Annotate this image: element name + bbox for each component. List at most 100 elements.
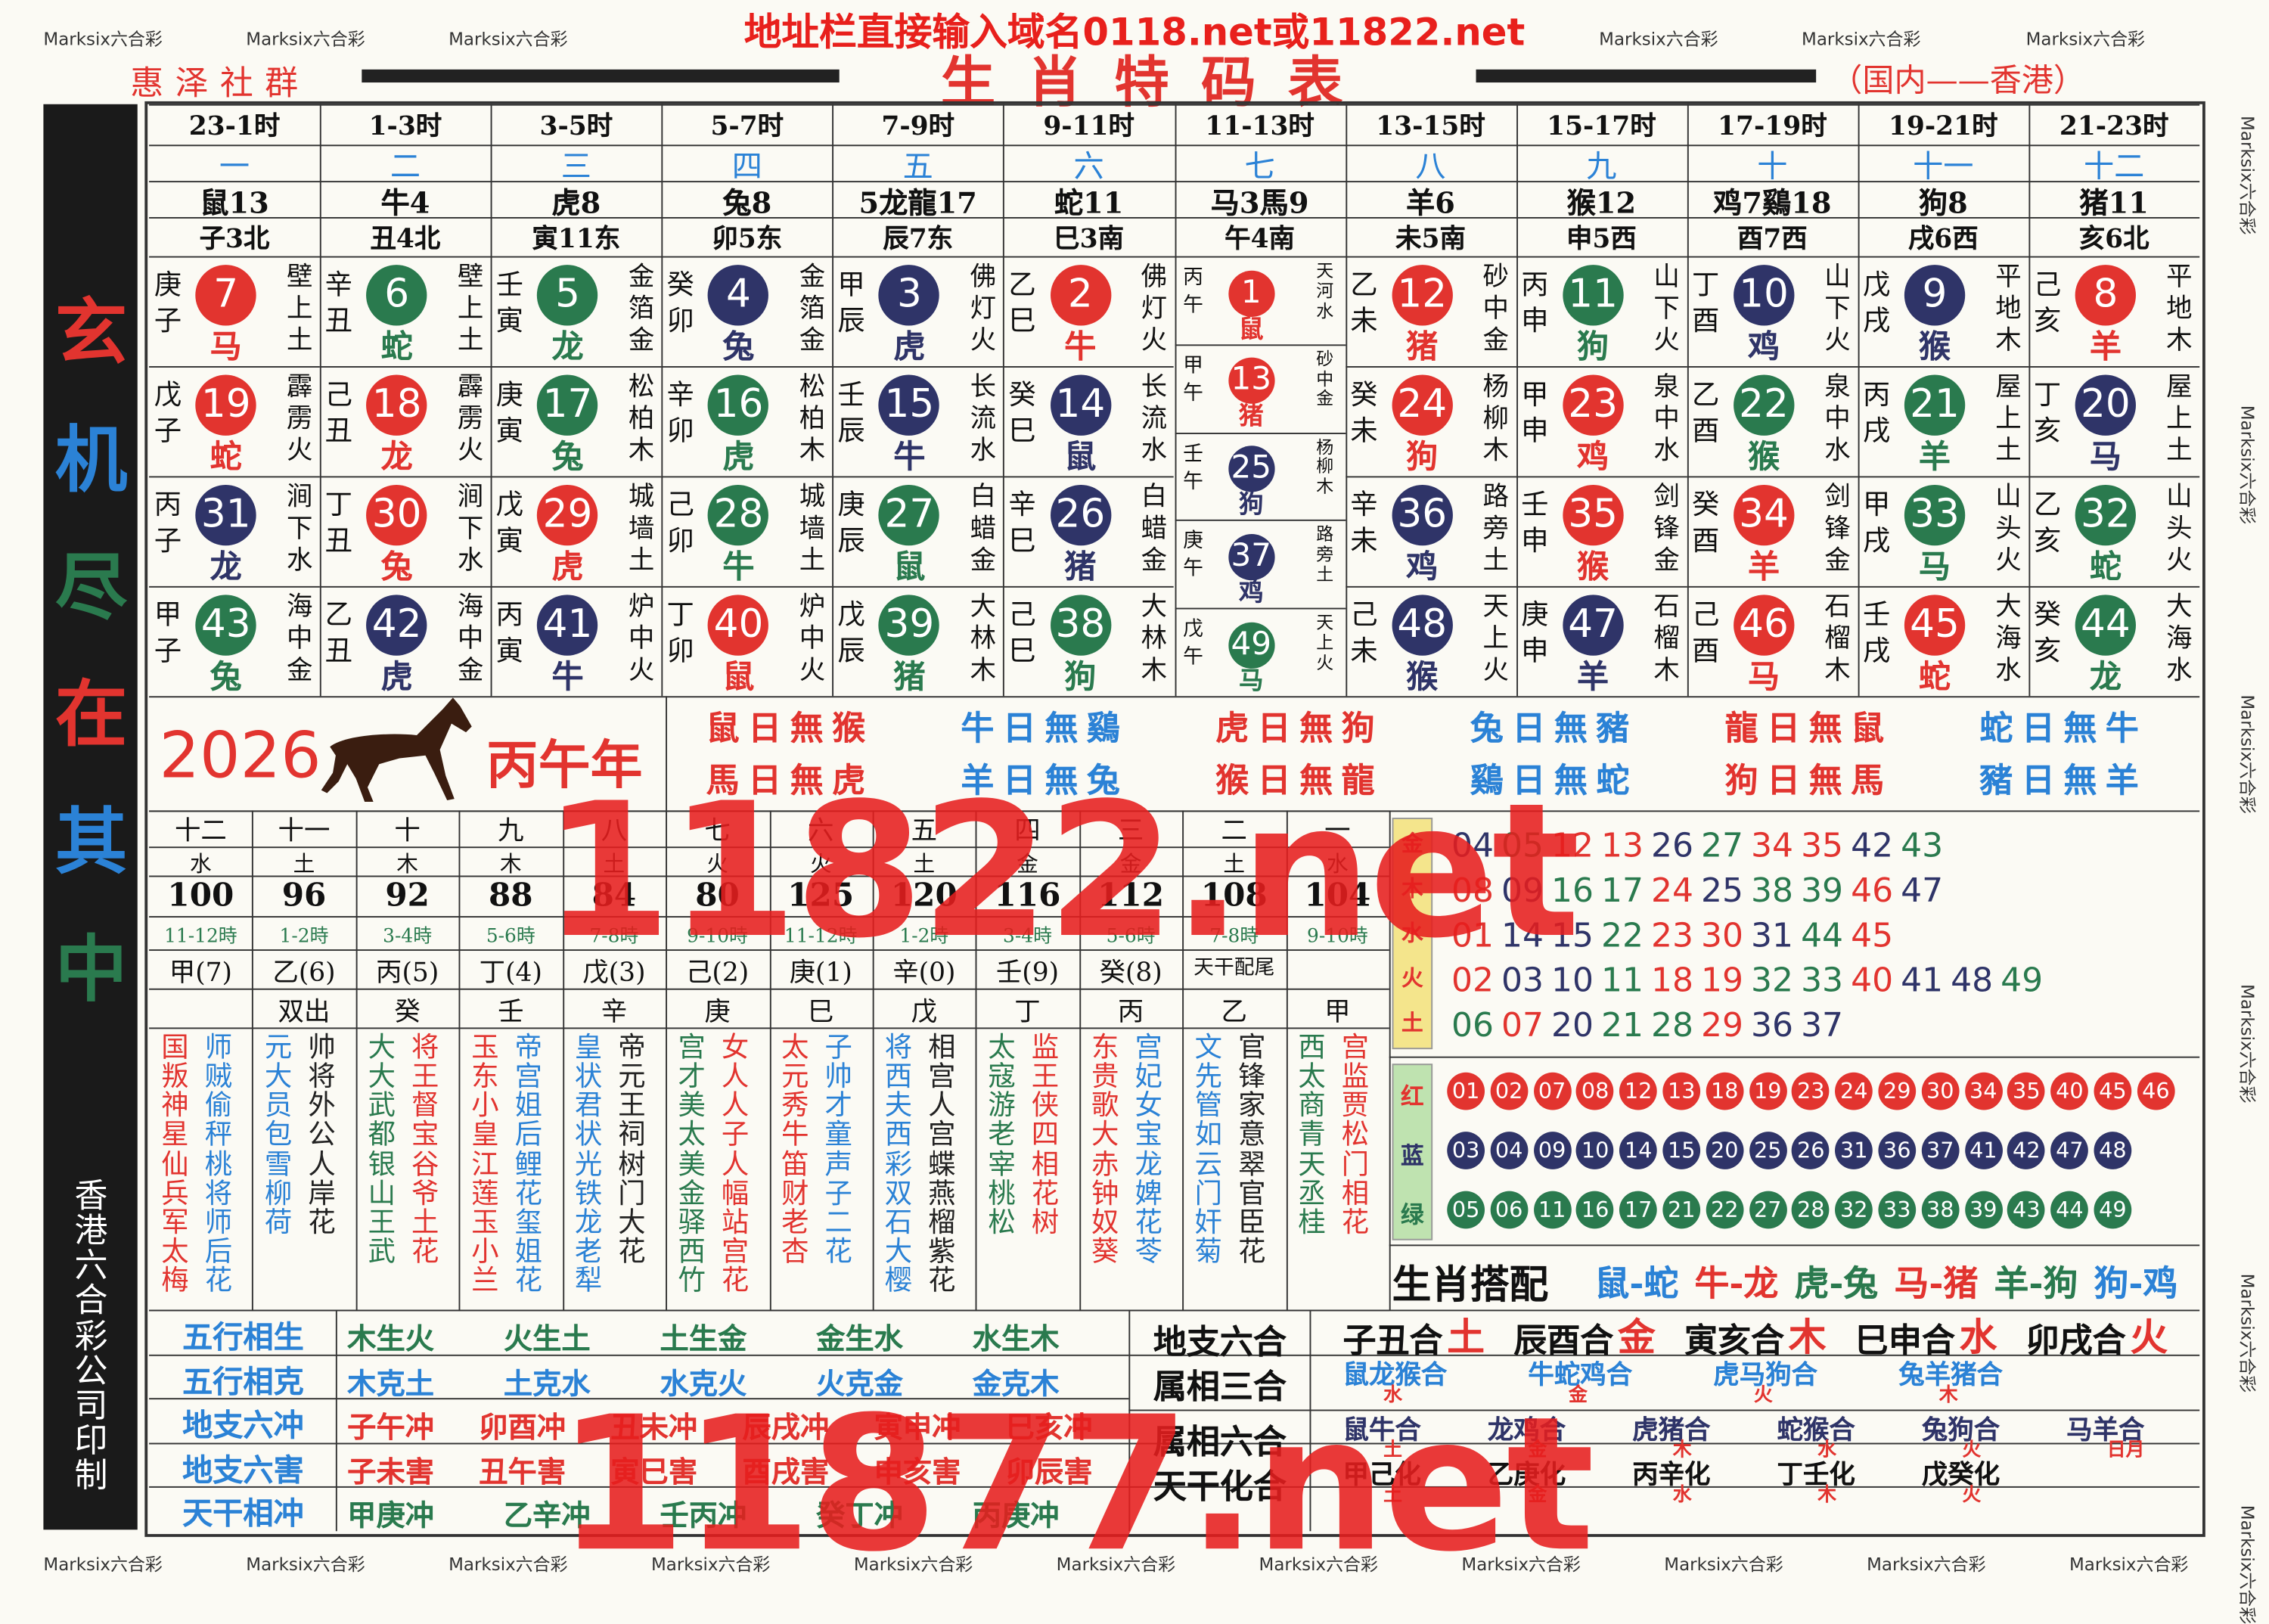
avoid: 龍日無鼠 [1724, 709, 1893, 749]
tail-pair: 戊 [911, 997, 938, 1028]
bar [362, 69, 840, 83]
element-number: 32 [1751, 962, 1794, 1001]
animal: 猪 [1064, 548, 1097, 587]
rule [2028, 104, 2031, 697]
branch-number: 六 [807, 816, 834, 847]
number-ball: 11 [1562, 265, 1624, 327]
rule [319, 366, 491, 368]
nayin: 大林木 [970, 592, 997, 686]
avoid: 羊日無兔 [961, 761, 1129, 801]
relation-element: 水 [1383, 1384, 1402, 1406]
wave-ball: 26 [1792, 1132, 1830, 1169]
ganzhi: 己巳 [1008, 598, 1036, 668]
number-ball: 19 [195, 375, 256, 436]
wave-ball: 09 [1533, 1132, 1572, 1169]
wave-ball: 10 [1576, 1132, 1615, 1169]
nayin: 路旁土 [1316, 524, 1334, 585]
number-ball: 20 [2075, 375, 2137, 436]
branch: 亥6北 [2078, 224, 2149, 255]
ganzhi: 庚辰 [837, 488, 865, 558]
relation-element: 水 [1817, 1440, 1836, 1462]
poem: 太元秀牛笛财老杏 [781, 1032, 809, 1268]
relation-element: 火 [1753, 1384, 1773, 1406]
relation-item: 癸丁冲 [816, 1498, 903, 1533]
nayin: 白蜡金 [1141, 482, 1168, 576]
relation-item: 火生土 [503, 1321, 591, 1356]
element-number: 19 [1701, 962, 1744, 1001]
rule [1182, 810, 1184, 1310]
element-number: 28 [1651, 1007, 1694, 1045]
relation-element: 土 [1383, 1484, 1402, 1507]
element-number: 43 [1901, 828, 1944, 866]
number-ball: 4 [708, 265, 769, 327]
relation-item: 木生火 [347, 1321, 434, 1356]
zodiac: 马3馬9 [1210, 185, 1309, 220]
nayin: 佛灯火 [970, 262, 997, 356]
year: 2026 [159, 719, 321, 793]
poem: 东贵歌大赤钟奴葵 [1091, 1032, 1119, 1268]
branch-number: 九 [498, 816, 524, 847]
relation-item: 木克土 [347, 1365, 434, 1401]
time: 11-12時 [784, 926, 858, 949]
time: 3-4時 [383, 926, 433, 949]
rule [1389, 1244, 2200, 1247]
ganzhi: 壬午 [1183, 442, 1203, 493]
rule [1345, 104, 1347, 697]
animal: 狗 [1064, 659, 1097, 697]
hours: 5-7时 [710, 111, 784, 142]
rule [832, 366, 1004, 368]
relation-item: 甲己化 [1342, 1460, 1421, 1491]
relation-element: 火 [2130, 1317, 2168, 1361]
animal: 虎 [893, 328, 926, 367]
number-ball: 41 [537, 595, 598, 657]
ganzhi: 丙戌 [1862, 378, 1891, 448]
poem: 帝宫姐后鲤花玺姐花 [514, 1032, 542, 1297]
rule [149, 256, 2200, 258]
number-ball: 16 [708, 375, 769, 436]
element: 土 [293, 851, 315, 877]
animal: 羊 [1577, 659, 1609, 697]
avoid: 豬日無羊 [1979, 761, 2148, 801]
relation-label: 地支六害 [182, 1451, 304, 1488]
number-ball: 43 [195, 595, 256, 657]
watermark: Marksix六合彩 [1664, 1554, 1783, 1575]
rule [1516, 585, 1687, 588]
horse [321, 697, 472, 802]
rule [1687, 476, 1858, 478]
poem: 太寇游老宰桃松 [988, 1032, 1016, 1239]
animal: 马 [2089, 439, 2122, 477]
watermark: Marksix六合彩 [2236, 984, 2258, 1104]
animal: 猪 [893, 659, 926, 697]
overlay-mark: 11877.net [557, 1377, 1595, 1594]
nayin: 石榴木 [1824, 592, 1851, 686]
rule [1174, 432, 1346, 434]
rule [1858, 366, 2029, 368]
rule [1174, 104, 1176, 697]
wave-ball: 11 [1533, 1191, 1572, 1229]
rule [1003, 476, 1175, 478]
element-number: 27 [1701, 828, 1744, 866]
animal: 虎 [380, 659, 413, 697]
ganzhi: 乙巳 [1008, 269, 1036, 338]
rule [661, 366, 833, 368]
wave-ball: 44 [2050, 1191, 2089, 1229]
number-ball: 26 [1050, 485, 1111, 546]
strokes: 88 [488, 877, 533, 915]
relation-item: 丙庚冲 [972, 1498, 1060, 1533]
avoid: 狗日無馬 [1724, 761, 1893, 801]
rule [1389, 1056, 2200, 1058]
watermark: Marksix六合彩 [1599, 29, 1718, 50]
relation-item: 卯辰害 [1005, 1454, 1093, 1489]
wave-ball: 01 [1447, 1072, 1485, 1110]
avoid: 牛日無鷄 [961, 709, 1129, 749]
watermark: Marksix六合彩 [43, 1554, 163, 1575]
animal: 猪 [1238, 402, 1264, 432]
label-strip [1392, 817, 1433, 1050]
number-ball: 10 [1733, 265, 1795, 327]
nayin: 泉中水 [1824, 371, 1851, 466]
poem: 帅将外公人岸花 [308, 1032, 336, 1239]
wave-ball: 02 [1490, 1072, 1529, 1110]
element-number: 44 [1801, 918, 1844, 955]
strokes: 112 [1097, 877, 1165, 915]
animal: 兔 [551, 439, 584, 477]
